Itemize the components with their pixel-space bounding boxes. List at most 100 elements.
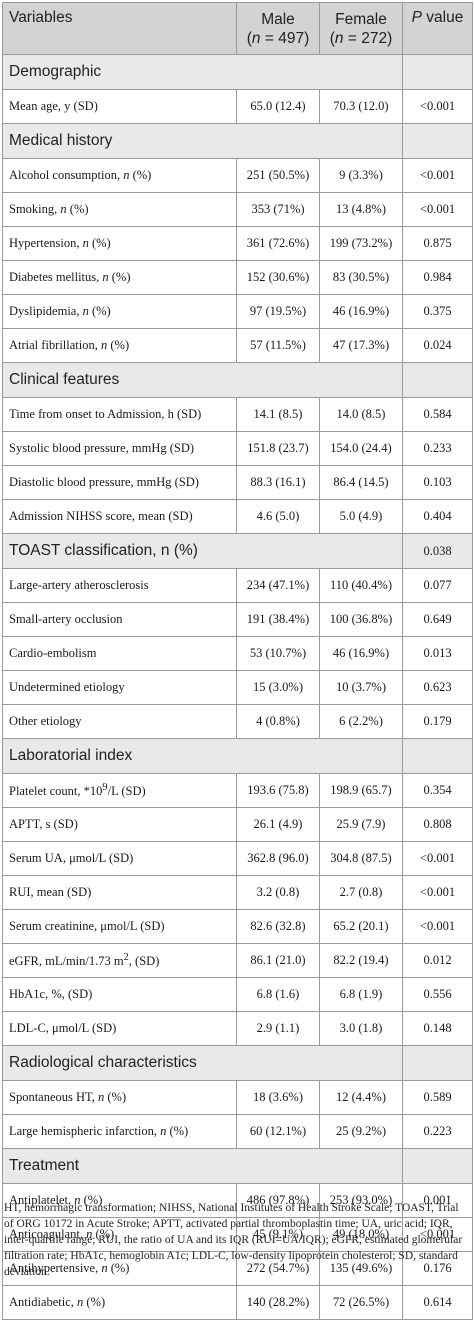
p-value-cell: 0.354 xyxy=(402,773,473,808)
table-row: Platelet count, *109/L (SD) 193.6 (75.8) 1… xyxy=(2,773,473,808)
female-value-cell: 83 (30.5%) xyxy=(319,260,403,295)
female-value-cell: 47 (17.3%) xyxy=(319,328,403,363)
section-header: Laboratorial index xyxy=(2,738,473,774)
variable-cell: Spontaneous HT, n (%) xyxy=(2,1080,237,1115)
section-header: Medical history xyxy=(2,123,473,159)
female-value-cell: 65.2 (20.1) xyxy=(319,909,403,944)
p-value-cell: 0.375 xyxy=(402,294,473,329)
female-value-cell: 86.4 (14.5) xyxy=(319,465,403,500)
table-row: Hypertension, n (%) 361 (72.6%) 199 (73.2%… xyxy=(2,226,473,261)
p-value-cell: 0.179 xyxy=(402,704,473,739)
p-value-cell: <0.001 xyxy=(402,158,473,193)
female-value-cell: 82.2 (19.4) xyxy=(319,943,403,978)
table-row: Systolic blood pressure, mmHg (SD) 151.8 … xyxy=(2,431,473,466)
table-row: HbA1c, %, (SD) 6.8 (1.6) 6.8 (1.9) 0.556 xyxy=(2,977,473,1012)
table-row: Large-artery atherosclerosis 234 (47.1%) 1… xyxy=(2,568,473,603)
header-row: Variables Male (n = 497) Female (n = 272… xyxy=(2,2,473,55)
section-title: Medical history xyxy=(2,123,403,159)
section-header: TOAST classification, n (%) 0.038 xyxy=(2,533,473,569)
female-value-cell: 2.7 (0.8) xyxy=(319,875,403,910)
variable-cell: RUI, mean (SD) xyxy=(2,875,237,910)
variable-cell: Admission NIHSS score, mean (SD) xyxy=(2,499,237,534)
table-row: Smoking, n (%) 353 (71%) 13 (4.8%) <0.001 xyxy=(2,192,473,227)
section-header: Treatment xyxy=(2,1148,473,1184)
section-title: Radiological characteristics xyxy=(2,1045,403,1081)
variable-cell: HbA1c, %, (SD) xyxy=(2,977,237,1012)
male-value-cell: 362.8 (96.0) xyxy=(236,841,320,876)
section-title: Laboratorial index xyxy=(2,738,403,774)
male-value-cell: 26.1 (4.9) xyxy=(236,807,320,842)
variable-cell: Smoking, n (%) xyxy=(2,192,237,227)
section-p-value: 0.038 xyxy=(402,533,473,569)
header-variables: Variables xyxy=(2,2,237,55)
variable-cell: Antiplatelet, n (%) xyxy=(2,1183,237,1218)
male-value-cell: 353 (71%) xyxy=(236,192,320,227)
p-value-cell: 0.584 xyxy=(402,397,473,432)
section-p-value xyxy=(402,738,473,774)
variable-cell: Hypertension, n (%) xyxy=(2,226,237,261)
section-p-value xyxy=(402,362,473,398)
male-value-cell: 88.3 (16.1) xyxy=(236,465,320,500)
p-value-cell: 0.808 xyxy=(402,807,473,842)
section-p-value xyxy=(402,1148,473,1184)
variable-cell: Small-artery occlusion xyxy=(2,602,237,637)
variable-cell: APTT, s (SD) xyxy=(2,807,237,842)
variable-cell: Cardio-embolism xyxy=(2,636,237,671)
male-value-cell: 3.2 (0.8) xyxy=(236,875,320,910)
male-value-cell: 2.9 (1.1) xyxy=(236,1011,320,1046)
male-value-cell: 6.8 (1.6) xyxy=(236,977,320,1012)
male-value-cell: 45 (9.1%) xyxy=(236,1217,320,1252)
variable-cell: Diastolic blood pressure, mmHg (SD) xyxy=(2,465,237,500)
female-value-cell: 25 (9.2%) xyxy=(319,1114,403,1149)
female-value-cell: 198.9 (65.7) xyxy=(319,773,403,808)
p-value-cell: 0.875 xyxy=(402,226,473,261)
table-row: Alcohol consumption, n (%) 251 (50.5%) 9 (… xyxy=(2,158,473,193)
variable-cell: Serum creatinine, μmol/L (SD) xyxy=(2,909,237,944)
male-value-cell: 86.1 (21.0) xyxy=(236,943,320,978)
p-value-cell: 0.614 xyxy=(402,1285,473,1320)
female-value-cell: 100 (36.8%) xyxy=(319,602,403,637)
p-value-cell: 0.404 xyxy=(402,499,473,534)
table-row: Atrial fibrillation, n (%) 57 (11.5%) 47 (… xyxy=(2,328,473,363)
table-row: APTT, s (SD) 26.1 (4.9) 25.9 (7.9) 0.808 xyxy=(2,807,473,842)
female-value-cell: 13 (4.8%) xyxy=(319,192,403,227)
male-value-cell: 15 (3.0%) xyxy=(236,670,320,705)
female-value-cell: 6 (2.2%) xyxy=(319,704,403,739)
section-header: Demographic xyxy=(2,54,473,90)
table-row: Spontaneous HT, n (%) 18 (3.6%) 12 (4.4%) 0… xyxy=(2,1080,473,1115)
table-row: Small-artery occlusion 191 (38.4%) 100 (36… xyxy=(2,602,473,637)
section-header: Clinical features xyxy=(2,362,473,398)
female-value-cell: 46 (16.9%) xyxy=(319,294,403,329)
table-row: eGFR, mL/min/1.73 m2, (SD) 86.1 (21.0) 82.… xyxy=(2,943,473,978)
variable-cell: Undetermined etiology xyxy=(2,670,237,705)
male-value-cell: 140 (28.2%) xyxy=(236,1285,320,1320)
header-female: Female (n = 272) xyxy=(319,2,403,55)
male-value-cell: 57 (11.5%) xyxy=(236,328,320,363)
section-title: TOAST classification, n (%) xyxy=(2,533,403,569)
male-value-cell: 97 (19.5%) xyxy=(236,294,320,329)
p-value-cell: <0.001 xyxy=(402,841,473,876)
female-value-cell: 70.3 (12.0) xyxy=(319,89,403,124)
section-p-value xyxy=(402,123,473,159)
section-title: Clinical features xyxy=(2,362,403,398)
female-value-cell: 3.0 (1.8) xyxy=(319,1011,403,1046)
male-value-cell: 234 (47.1%) xyxy=(236,568,320,603)
male-value-cell: 65.0 (12.4) xyxy=(236,89,320,124)
female-value-cell: 199 (73.2%) xyxy=(319,226,403,261)
p-value-cell: 0.103 xyxy=(402,465,473,500)
variable-cell: Other etiology xyxy=(2,704,237,739)
male-value-cell: 14.1 (8.5) xyxy=(236,397,320,432)
p-value-cell: 0.024 xyxy=(402,328,473,363)
p-value-cell: 0.148 xyxy=(402,1011,473,1046)
header-male: Male (n = 497) xyxy=(236,2,320,55)
female-value-cell: 5.0 (4.9) xyxy=(319,499,403,534)
variable-cell: Anticoagulant, n (%) xyxy=(2,1217,237,1252)
female-value-cell: 72 (26.5%) xyxy=(319,1285,403,1320)
table-row: LDL-C, μmol/L (SD) 2.9 (1.1) 3.0 (1.8) 0.14… xyxy=(2,1011,473,1046)
female-value-cell: 154.0 (24.4) xyxy=(319,431,403,466)
female-value-cell: 10 (3.7%) xyxy=(319,670,403,705)
table-row: Anticoagulant, n (%) 45 (9.1%) 49 (18.0%) <… xyxy=(2,1217,473,1252)
table-row: Undetermined etiology 15 (3.0%) 10 (3.7%) 0… xyxy=(2,670,473,705)
male-value-cell: 151.8 (23.7) xyxy=(236,431,320,466)
